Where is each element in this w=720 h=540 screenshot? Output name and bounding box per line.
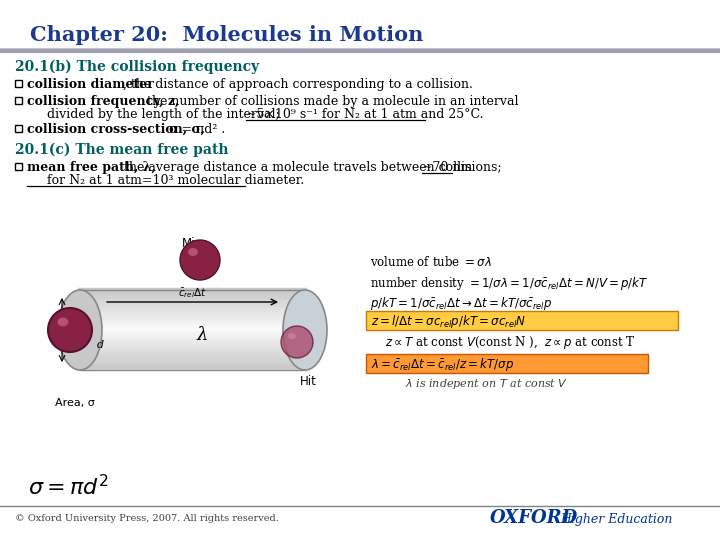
Ellipse shape	[58, 290, 102, 370]
Bar	[15, 125, 22, 132]
Circle shape	[48, 308, 92, 352]
FancyBboxPatch shape	[80, 290, 305, 370]
Text: $\lambda = \bar{c}_{rel}\Delta t = \bar{c}_{rel}/z = kT/\sigma p$: $\lambda = \bar{c}_{rel}\Delta t = \bar{…	[371, 356, 514, 373]
Text: divided by the length of the interval;: divided by the length of the interval;	[27, 108, 284, 121]
Text: for N₂ at 1 atm=10³ molecular diameter.: for N₂ at 1 atm=10³ molecular diameter.	[27, 174, 305, 187]
Circle shape	[180, 240, 220, 280]
Text: $\bar{c}_{rel}\Delta t$: $\bar{c}_{rel}\Delta t$	[178, 286, 207, 300]
Text: 20.1(b) The collision frequency: 20.1(b) The collision frequency	[15, 60, 259, 75]
Text: $\sigma = \pi d^2$: $\sigma = \pi d^2$	[28, 475, 109, 500]
Text: $\lambda$ is indepent on $T$ at const $V$: $\lambda$ is indepent on $T$ at const $V…	[405, 377, 568, 391]
Ellipse shape	[283, 290, 327, 370]
Text: the number of collisions made by a molecule in an interval: the number of collisions made by a molec…	[143, 95, 518, 108]
Text: 20.1(c) The mean free path: 20.1(c) The mean free path	[15, 143, 228, 157]
Text: λ: λ	[197, 326, 208, 344]
Text: , the distance of approach corresponding to a collision.: , the distance of approach corresponding…	[123, 78, 473, 91]
Text: Hit: Hit	[300, 375, 317, 388]
Text: collision diameter: collision diameter	[27, 78, 154, 91]
Text: mean free path, λ,: mean free path, λ,	[27, 161, 156, 174]
Text: Area, σ: Area, σ	[55, 398, 95, 408]
Text: d: d	[96, 340, 104, 350]
Bar	[15, 97, 22, 104]
Text: $z \propto T$ at const $V$(const N ),  $z \propto p$ at const T: $z \propto T$ at const $V$(const N ), $z…	[385, 334, 636, 351]
Text: number density $= 1/\sigma\lambda = 1/\sigma\bar{c}_{rel}\Delta t = N/V = p/kT$: number density $= 1/\sigma\lambda = 1/\s…	[370, 275, 649, 292]
Text: the average distance a molecule travels between collisions;: the average distance a molecule travels …	[120, 161, 505, 174]
Text: collision cross-section, σ,: collision cross-section, σ,	[27, 123, 205, 136]
Ellipse shape	[288, 333, 296, 339]
Text: ~70 nm: ~70 nm	[422, 161, 472, 174]
Circle shape	[281, 326, 313, 358]
Text: Higher Education: Higher Education	[560, 513, 672, 526]
Text: $p/kT = 1/\sigma\bar{c}_{rel}\Delta t \rightarrow \Delta t = kT/\sigma\bar{c}_{r: $p/kT = 1/\sigma\bar{c}_{rel}\Delta t \r…	[370, 295, 552, 312]
Text: σ = πd² .: σ = πd² .	[165, 123, 225, 136]
Ellipse shape	[58, 318, 68, 327]
Ellipse shape	[188, 248, 198, 256]
Text: $z = l/\Delta t = \sigma c_{rel} p/kT = \sigma c_{rel} N$: $z = l/\Delta t = \sigma c_{rel} p/kT = …	[371, 313, 526, 330]
Text: d: d	[51, 325, 58, 335]
Text: OXFORD: OXFORD	[490, 509, 578, 527]
Text: Chapter 20:  Molecules in Motion: Chapter 20: Molecules in Motion	[30, 25, 423, 45]
FancyBboxPatch shape	[366, 311, 678, 330]
Text: collision frequency, z,: collision frequency, z,	[27, 95, 179, 108]
Bar	[15, 163, 22, 170]
FancyBboxPatch shape	[366, 354, 648, 373]
Bar	[15, 79, 22, 86]
Text: © Oxford University Press, 2007. All rights reserved.: © Oxford University Press, 2007. All rig…	[15, 514, 279, 523]
Text: ~5×10⁹ s⁻¹ for N₂ at 1 atm and 25°C.: ~5×10⁹ s⁻¹ for N₂ at 1 atm and 25°C.	[246, 108, 484, 121]
Text: Miss: Miss	[182, 237, 208, 250]
Text: volume of tube $= \sigma\lambda$: volume of tube $= \sigma\lambda$	[370, 255, 492, 269]
